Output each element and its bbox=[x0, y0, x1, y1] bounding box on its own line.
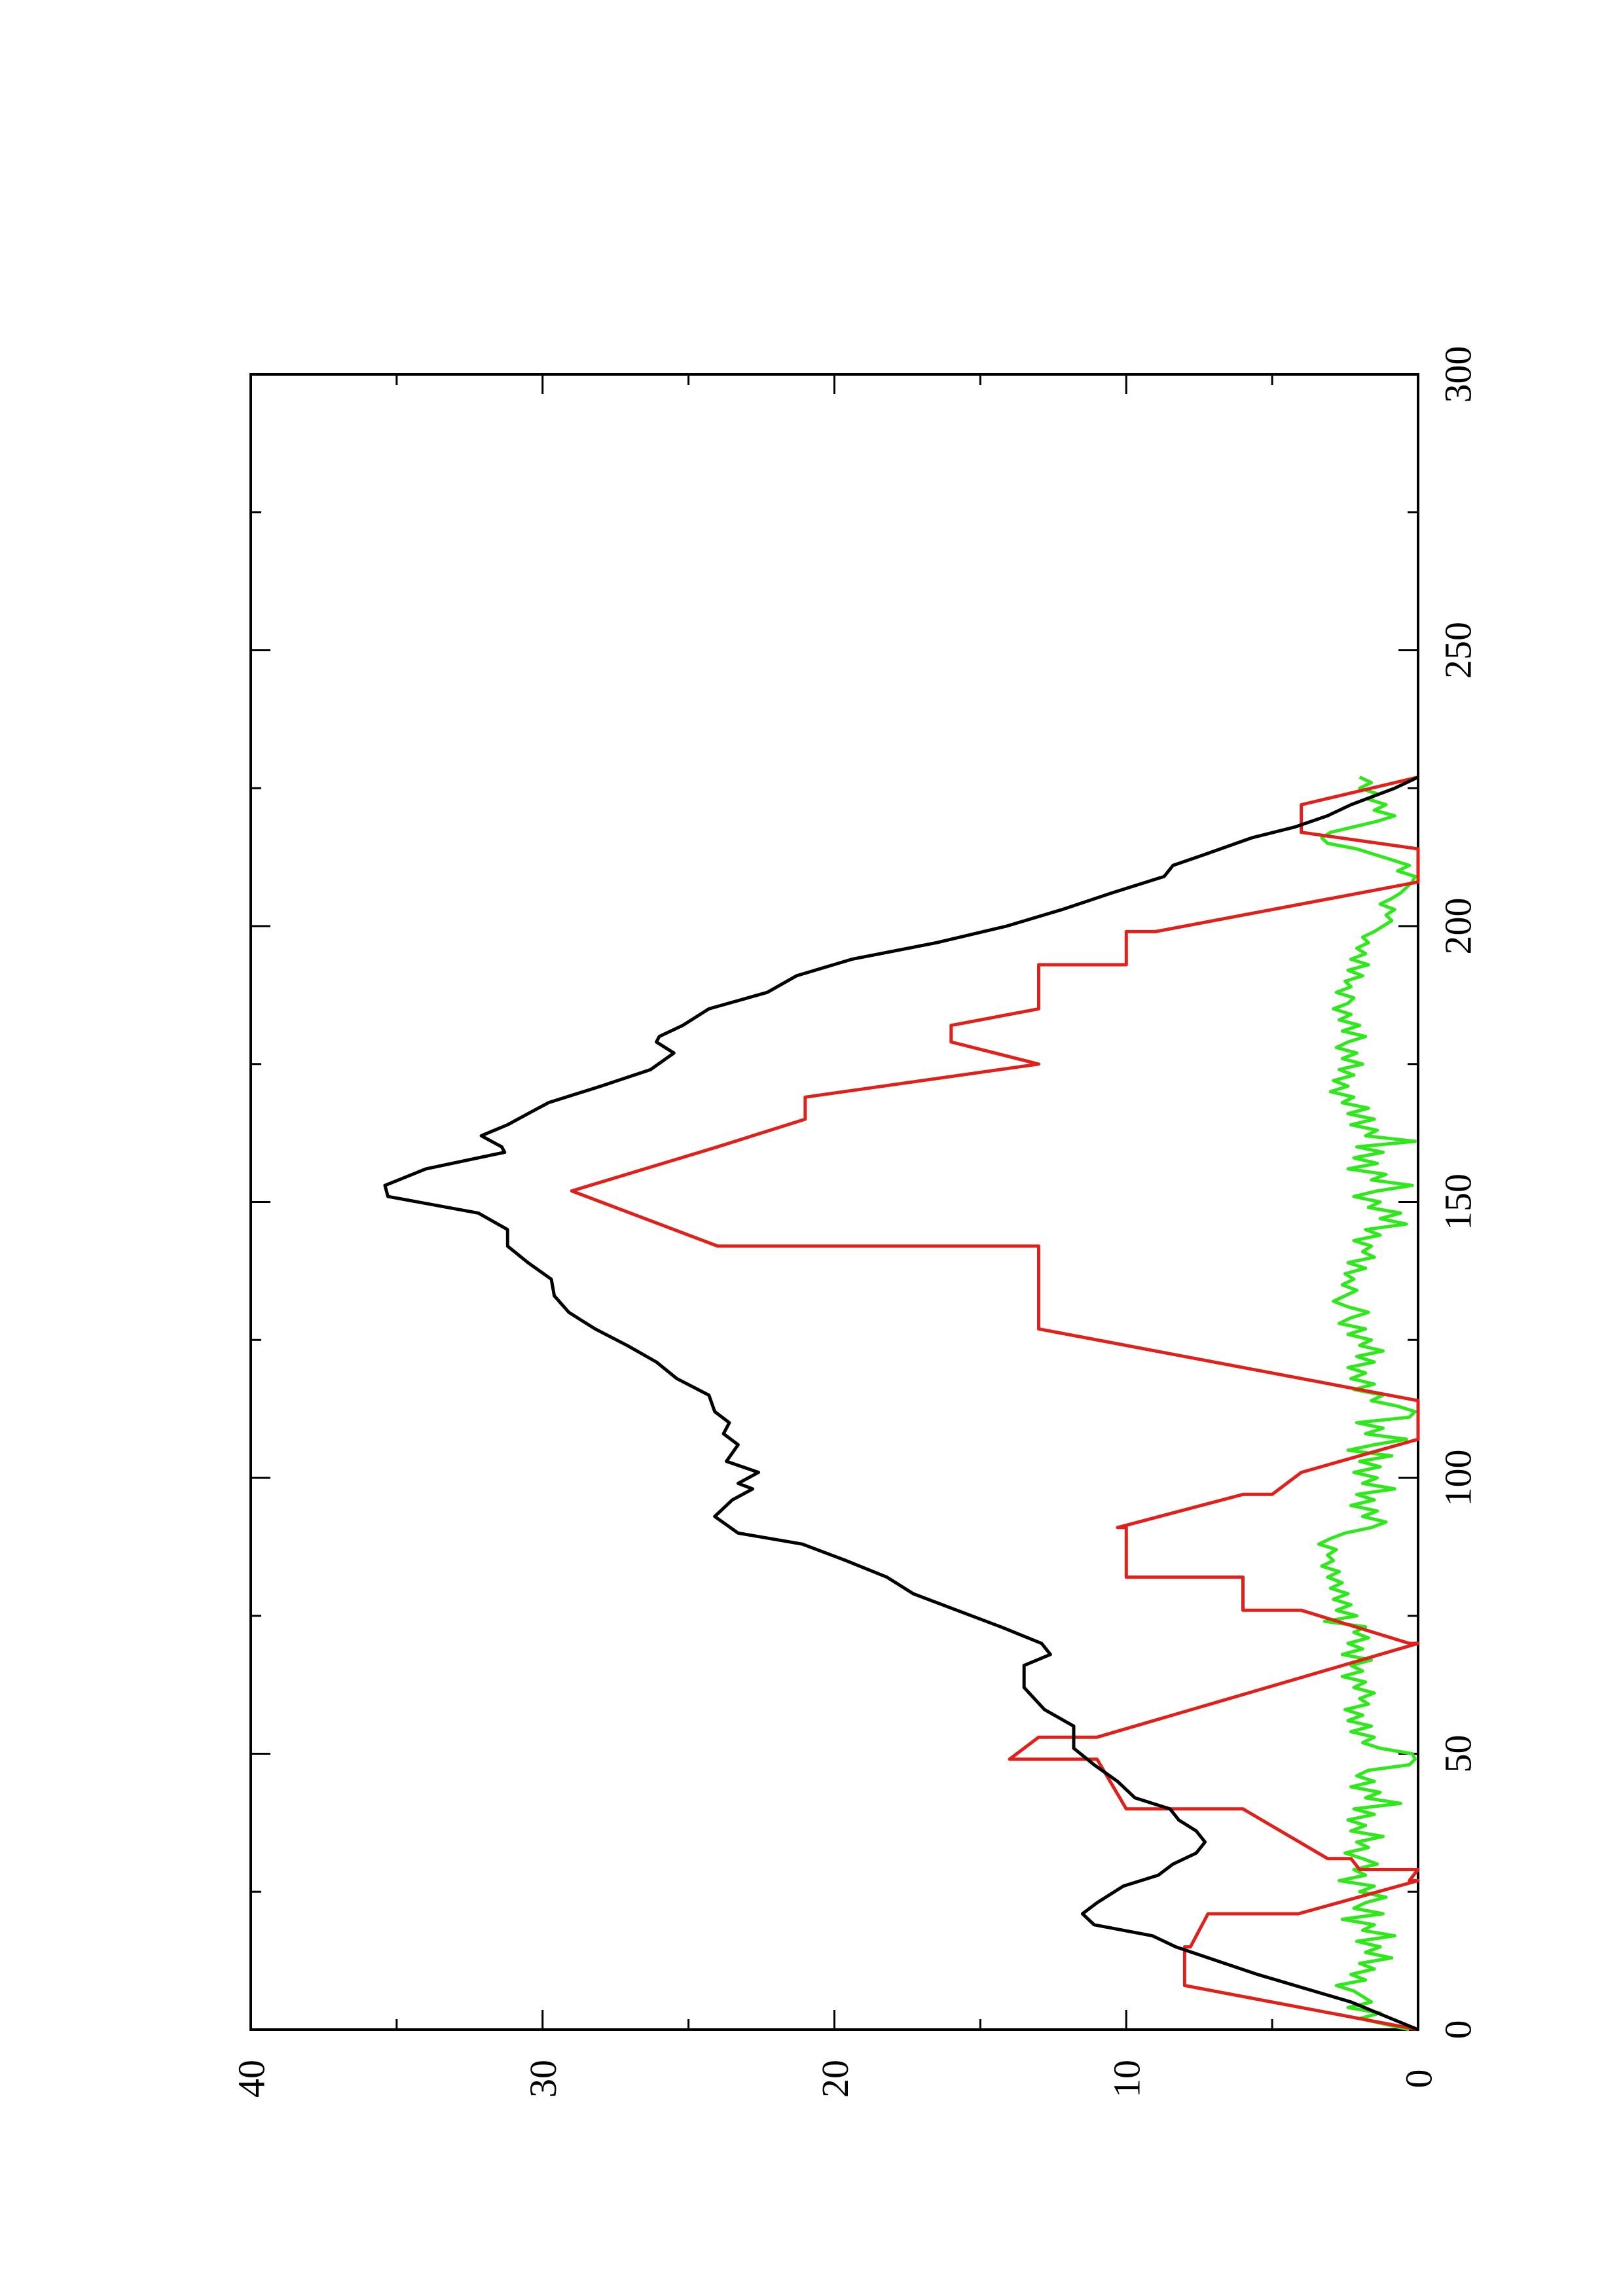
tick-marks bbox=[249, 373, 1419, 2031]
series-line-2 bbox=[570, 775, 1420, 2032]
y-tick-label: 0 bbox=[1397, 2070, 1440, 2089]
x-tick-label: 250 bbox=[1436, 622, 1479, 679]
y-tick-label: 10 bbox=[1106, 2060, 1148, 2098]
y-tick-label: 30 bbox=[522, 2060, 564, 2098]
series-line-3 bbox=[1317, 776, 1417, 2032]
x-tick-label: 150 bbox=[1436, 1174, 1479, 1230]
x-tick-label: 0 bbox=[1436, 2020, 1479, 2039]
x-tick-label: 100 bbox=[1436, 1450, 1479, 1507]
y-tick-label: 40 bbox=[230, 2060, 272, 2098]
x-tick-label: 300 bbox=[1436, 346, 1479, 403]
series-layer bbox=[383, 775, 1420, 2032]
x-tick-label: 200 bbox=[1436, 898, 1479, 955]
x-tick-label: 50 bbox=[1436, 1735, 1479, 1773]
series-line-1 bbox=[383, 776, 1419, 2032]
y-tick-label: 20 bbox=[814, 2060, 856, 2098]
tick-labels: 0 50 100 150 200 250 300 0 10 20 30 40 bbox=[230, 346, 1479, 2098]
